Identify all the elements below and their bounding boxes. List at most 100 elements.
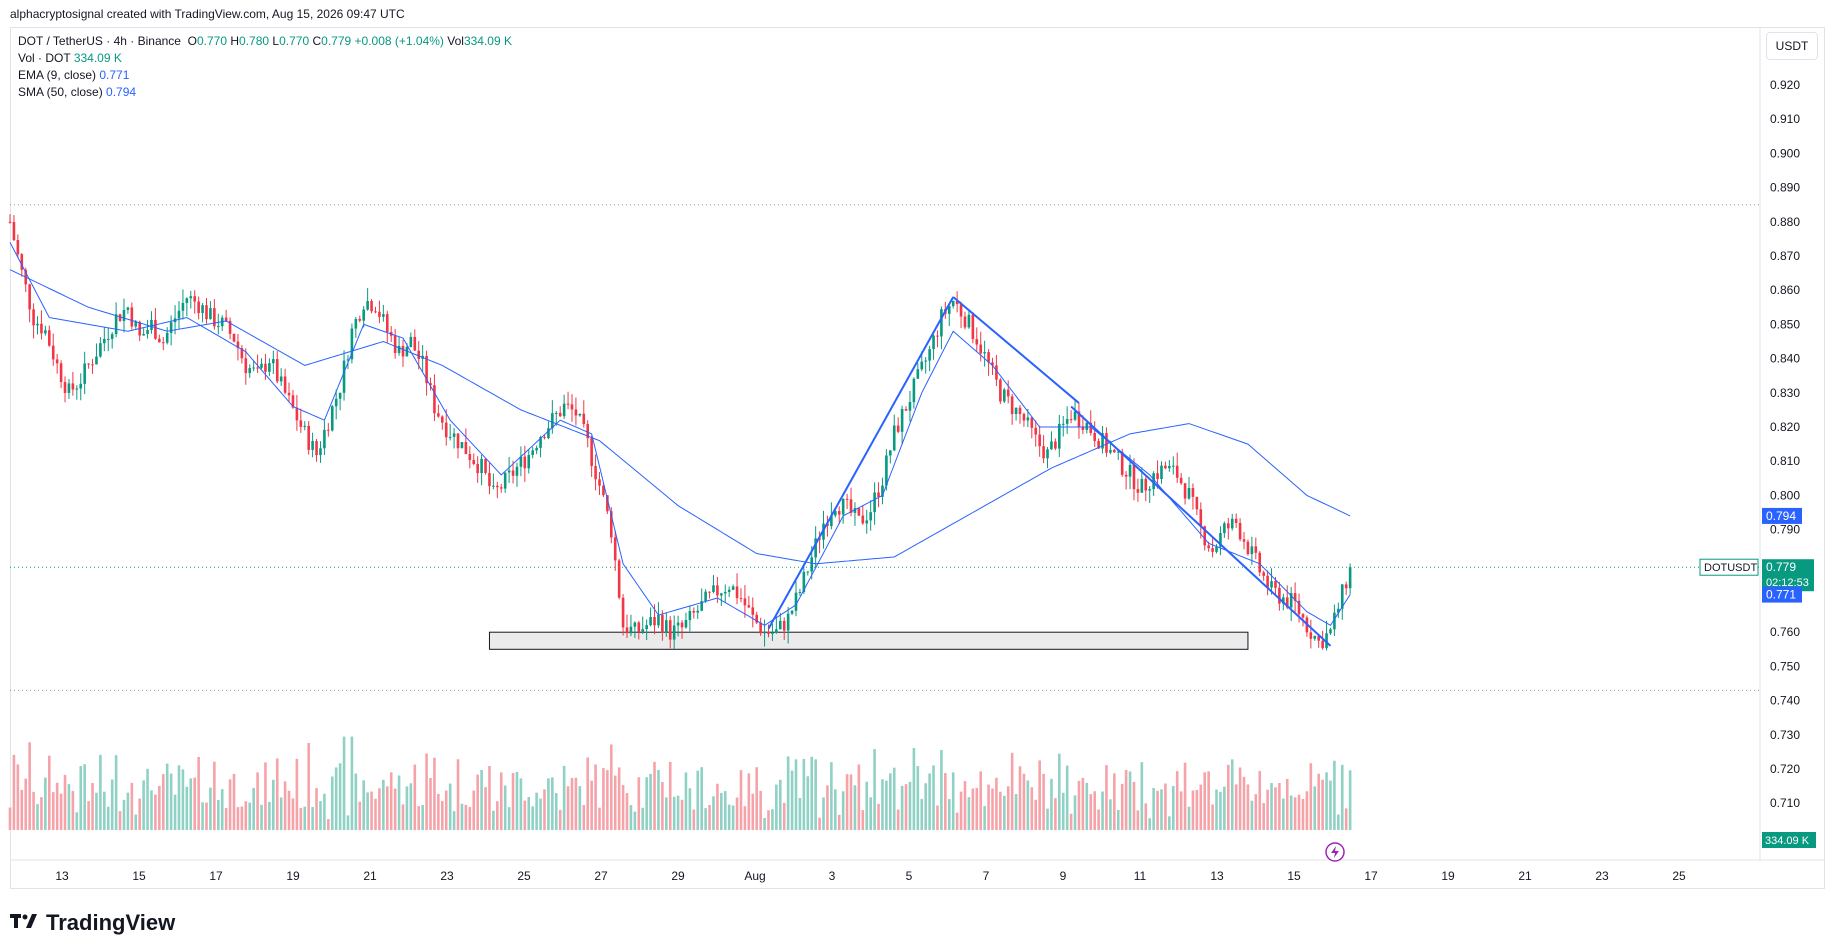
candle-body bbox=[782, 620, 786, 631]
volume-bar bbox=[303, 806, 307, 830]
candle-body bbox=[1160, 465, 1163, 480]
volume-bar bbox=[963, 781, 967, 830]
candle-body bbox=[429, 383, 432, 386]
legend-symbol[interactable]: DOT / TetherUS · 4h · Binance bbox=[18, 34, 181, 48]
trendline[interactable] bbox=[767, 296, 955, 630]
candle-body bbox=[405, 347, 409, 357]
candle-body bbox=[1344, 584, 1348, 589]
volume-bar bbox=[91, 782, 94, 830]
support-zone-rectangle[interactable] bbox=[488, 631, 1249, 650]
volume-bar bbox=[354, 773, 358, 830]
candle-body bbox=[775, 629, 778, 633]
candle-body bbox=[1309, 632, 1313, 639]
volume-bar bbox=[338, 763, 342, 830]
x-tick-label: 3 bbox=[829, 869, 836, 883]
volume-bar bbox=[264, 762, 267, 830]
volume-bar bbox=[794, 759, 798, 830]
legend-ema-row[interactable]: EMA (9, close) 0.771 bbox=[18, 67, 512, 84]
candle-body bbox=[1199, 509, 1203, 527]
candle-body bbox=[1050, 441, 1053, 450]
candle-body bbox=[692, 610, 696, 613]
candle-body bbox=[106, 338, 110, 340]
candle-body bbox=[295, 407, 299, 421]
candle-body bbox=[240, 348, 244, 359]
candle-body bbox=[602, 485, 605, 496]
candle-body bbox=[1128, 464, 1132, 477]
volume-bar bbox=[1282, 798, 1285, 830]
tradingview-logo: TradingView bbox=[10, 910, 175, 936]
candle-body bbox=[154, 319, 157, 339]
candle-body bbox=[1018, 407, 1022, 415]
volume-bar bbox=[409, 783, 413, 830]
volume-bar bbox=[700, 767, 703, 830]
legend-volume-row[interactable]: Vol · DOT 334.09 K bbox=[18, 50, 512, 67]
volume-bar bbox=[12, 754, 16, 830]
candle-body bbox=[547, 428, 550, 439]
volume-bar bbox=[727, 804, 731, 830]
candle-body bbox=[523, 456, 527, 469]
candle-body bbox=[1038, 434, 1041, 447]
candle-body bbox=[551, 413, 554, 429]
volume-bar bbox=[932, 765, 935, 830]
volume-bar bbox=[1073, 795, 1077, 830]
candle-body bbox=[40, 323, 43, 334]
candle-body bbox=[1156, 473, 1159, 480]
volume-bar bbox=[413, 764, 417, 830]
candle-body bbox=[1227, 523, 1230, 529]
volume-bar bbox=[920, 798, 924, 830]
candle-body bbox=[661, 614, 664, 633]
candle-body bbox=[971, 314, 975, 340]
legend-high-value: 0.780 bbox=[239, 34, 270, 48]
volume-bar bbox=[991, 788, 994, 830]
candle-body bbox=[330, 406, 334, 431]
volume-bar bbox=[209, 787, 212, 830]
volume-bar bbox=[531, 806, 534, 830]
candle-body bbox=[499, 487, 503, 489]
legend-sma-row[interactable]: SMA (50, close) 0.794 bbox=[18, 84, 512, 101]
y-tick-label: 0.720 bbox=[1770, 762, 1800, 776]
candle-body bbox=[1262, 572, 1265, 576]
candle-body bbox=[1313, 635, 1317, 639]
volume-bar bbox=[268, 801, 271, 830]
volume-bar bbox=[1325, 772, 1328, 830]
volume-bar bbox=[1219, 791, 1222, 830]
volume-bar bbox=[900, 785, 904, 830]
candle-body bbox=[48, 330, 51, 346]
candle-body bbox=[452, 433, 456, 437]
candle-body bbox=[621, 597, 625, 628]
chart-legend: DOT / TetherUS · 4h · Binance O0.770 H0.… bbox=[18, 33, 512, 101]
volume-bar bbox=[374, 798, 377, 830]
candle-body bbox=[87, 363, 90, 365]
volume-bar bbox=[665, 797, 668, 830]
candle-body bbox=[1270, 581, 1273, 588]
candle-body bbox=[672, 625, 676, 640]
indicator-price-tag bbox=[1762, 586, 1802, 603]
candle-body bbox=[1089, 422, 1093, 433]
trendline[interactable] bbox=[1070, 405, 1332, 647]
volume-bar bbox=[232, 773, 236, 830]
candle-body bbox=[91, 364, 94, 366]
y-tick-label: 0.830 bbox=[1770, 386, 1800, 400]
candle-body bbox=[999, 379, 1002, 402]
candle-body bbox=[130, 307, 134, 327]
volume-bar bbox=[940, 749, 943, 830]
candle-body bbox=[590, 438, 593, 467]
volume-bar bbox=[1191, 790, 1195, 830]
candle-body bbox=[1168, 465, 1171, 469]
volume-bar bbox=[1246, 784, 1250, 830]
currency-button[interactable]: USDT bbox=[1766, 32, 1818, 60]
volume-bar bbox=[778, 779, 782, 830]
volume-bar bbox=[146, 768, 149, 830]
trendline[interactable] bbox=[952, 296, 1080, 404]
x-tick-label: 23 bbox=[1595, 869, 1609, 883]
volume-bar bbox=[307, 743, 310, 830]
volume-bar bbox=[661, 782, 664, 830]
volume-bar bbox=[295, 758, 299, 830]
volume-bar bbox=[515, 771, 519, 830]
volume-bar bbox=[554, 793, 558, 830]
x-tick-label: 11 bbox=[1134, 869, 1147, 883]
volume-bar bbox=[857, 764, 861, 830]
volume-bar bbox=[1321, 779, 1324, 830]
volume-bar bbox=[83, 764, 86, 830]
